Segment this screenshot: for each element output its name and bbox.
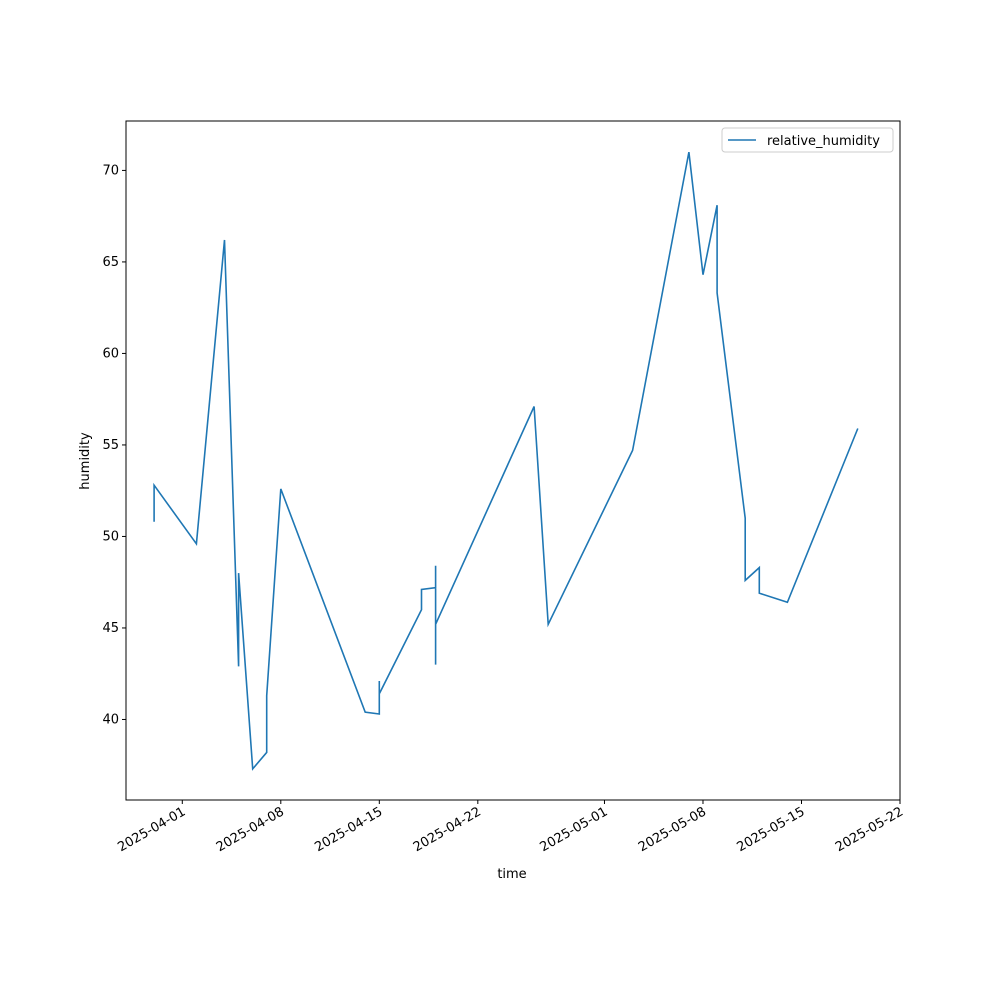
y-tick-label: 65 [102,255,119,270]
y-tick-label: 60 [102,346,119,361]
y-tick-label: 45 [102,621,119,636]
y-tick-label: 40 [102,712,119,727]
y-tick-label: 70 [102,163,119,178]
y-tick-label: 55 [102,438,119,453]
plot-frame [125,120,901,801]
line [153,151,859,771]
y-axis-label: humidity [78,432,93,490]
x-axis-label: time [497,867,526,882]
legend-label: relative_humidity [767,134,880,149]
y-tick-label: 50 [102,529,119,544]
legend: relative_humidity [721,127,894,153]
legend-box [721,127,894,153]
